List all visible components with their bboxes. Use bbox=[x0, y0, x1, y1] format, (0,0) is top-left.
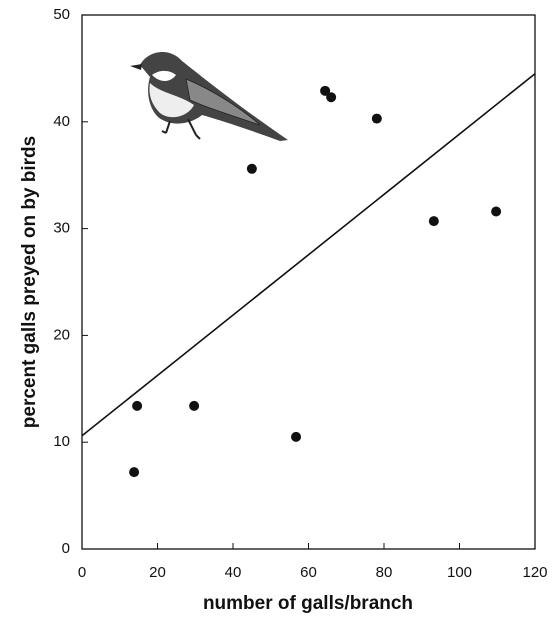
y-tick-label: 10 bbox=[53, 433, 70, 450]
point bbox=[491, 206, 502, 217]
point bbox=[371, 113, 382, 124]
x-tick-label: 80 bbox=[376, 564, 393, 581]
point bbox=[291, 431, 302, 442]
fit-line bbox=[81, 73, 536, 437]
point bbox=[320, 85, 331, 96]
point bbox=[246, 163, 257, 174]
x-tick-label: 20 bbox=[149, 564, 166, 581]
x-tick-label: 40 bbox=[225, 564, 242, 581]
bird-illustration bbox=[130, 51, 288, 141]
x-tick-label: 60 bbox=[300, 564, 317, 581]
point bbox=[428, 216, 439, 227]
y-tick-label: 50 bbox=[53, 6, 70, 23]
y-tick-label: 30 bbox=[53, 220, 70, 237]
point bbox=[132, 400, 143, 411]
y-axis-label: percent galls preyed on by birds bbox=[19, 136, 40, 428]
point bbox=[326, 92, 337, 103]
y-tick-label: 0 bbox=[62, 540, 70, 557]
point bbox=[129, 467, 140, 478]
x-tick-label: 0 bbox=[78, 564, 86, 581]
y-tick-label: 20 bbox=[53, 326, 70, 343]
x-tick-label: 120 bbox=[522, 564, 547, 581]
x-tick-label: 100 bbox=[447, 564, 472, 581]
point bbox=[189, 400, 200, 411]
y-tick-label: 40 bbox=[53, 113, 70, 130]
x-axis-label: number of galls/branch bbox=[203, 593, 413, 614]
